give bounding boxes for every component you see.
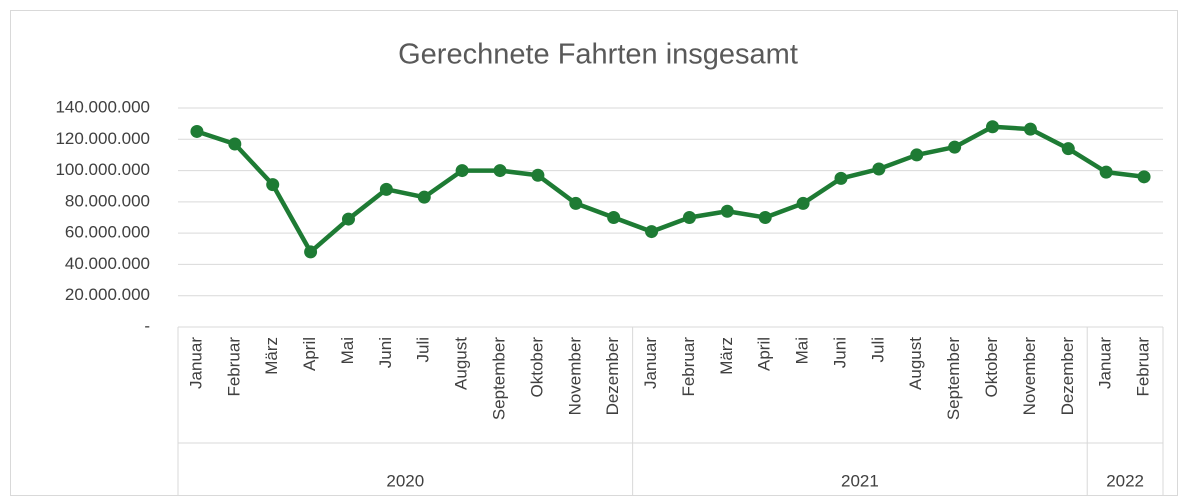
x-tick-label: April xyxy=(300,337,319,371)
y-tick-label: 60.000.000 xyxy=(65,223,150,242)
marker xyxy=(1099,165,1113,179)
marker xyxy=(455,164,469,178)
x-tick-label: Januar xyxy=(186,337,205,389)
group-label: 2022 xyxy=(1106,471,1144,490)
marker xyxy=(607,211,621,224)
x-tick-label: Februar xyxy=(679,337,698,397)
x-tick-label: Februar xyxy=(224,337,243,397)
marker xyxy=(910,148,924,162)
y-tick-label: 80.000.000 xyxy=(65,191,150,210)
y-tick-label: 40.000.000 xyxy=(65,254,150,273)
y-tick-label: 20.000.000 xyxy=(65,285,150,304)
marker xyxy=(190,124,204,138)
marker xyxy=(341,212,355,226)
x-tick-label: November xyxy=(565,337,584,416)
marker xyxy=(645,225,659,239)
marker xyxy=(872,162,886,176)
x-tick-label: Juni xyxy=(830,337,849,368)
x-tick-label: Juni xyxy=(376,337,395,368)
x-tick-label: August xyxy=(906,337,925,390)
x-tick-label: Dezember xyxy=(603,337,622,416)
line xyxy=(196,124,1145,255)
chart-border xyxy=(10,10,1178,496)
x-tick-label: September xyxy=(944,337,963,420)
y-tick-label: 140.000.000 xyxy=(55,97,150,116)
marker xyxy=(1137,170,1151,184)
marker xyxy=(948,140,962,154)
chart-title: Gerechnete Fahrten insgesamt xyxy=(398,39,798,71)
marker xyxy=(758,211,772,224)
marker xyxy=(379,182,393,196)
x-tick-label: August xyxy=(452,337,471,390)
y-tick-label: - xyxy=(144,316,150,335)
marker xyxy=(720,204,734,218)
marker xyxy=(986,120,1000,134)
x-tick-label: November xyxy=(1020,337,1039,416)
x-tick-label: September xyxy=(490,337,509,420)
x-tick-label: Juli xyxy=(414,337,433,363)
marker xyxy=(1023,122,1037,136)
marker xyxy=(1061,142,1075,156)
marker xyxy=(569,196,583,210)
y-tick-label: 100.000.000 xyxy=(55,160,150,179)
marker xyxy=(493,164,507,178)
x-tick-label: Februar xyxy=(1134,337,1153,397)
marker xyxy=(266,178,280,192)
marker xyxy=(228,137,242,151)
x-tick-label: April xyxy=(755,337,774,371)
group-label: 2021 xyxy=(841,471,879,490)
x-tick-label: Mai xyxy=(338,337,357,364)
x-tick-label: Januar xyxy=(641,337,660,389)
x-tick-label: März xyxy=(717,337,736,375)
x-tick-label: März xyxy=(262,337,281,375)
marker xyxy=(304,245,318,259)
x-tick-label: Dezember xyxy=(1058,337,1077,416)
x-tick-label: Oktober xyxy=(982,337,1001,398)
x-tick-label: Oktober xyxy=(527,337,546,398)
marker xyxy=(682,211,696,224)
x-tick-label: Juli xyxy=(868,337,887,363)
marker xyxy=(531,168,545,182)
x-tick-label: Mai xyxy=(793,337,812,364)
marker xyxy=(834,171,848,185)
x-tick-label: Januar xyxy=(1096,337,1115,389)
marker xyxy=(796,196,810,210)
y-tick-label: 120.000.000 xyxy=(55,129,150,148)
marker xyxy=(417,190,431,204)
group-label: 2020 xyxy=(386,471,424,490)
